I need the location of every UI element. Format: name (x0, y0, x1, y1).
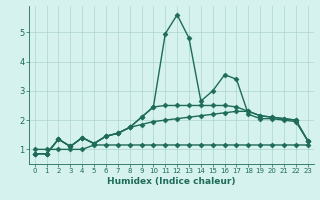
X-axis label: Humidex (Indice chaleur): Humidex (Indice chaleur) (107, 177, 236, 186)
